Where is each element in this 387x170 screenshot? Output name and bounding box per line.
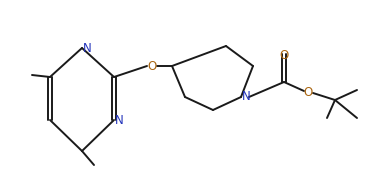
Text: O: O <box>147 59 157 72</box>
Text: N: N <box>83 41 92 55</box>
Text: N: N <box>115 114 124 126</box>
Text: N: N <box>242 90 251 104</box>
Text: O: O <box>279 49 289 62</box>
Text: O: O <box>303 87 313 99</box>
